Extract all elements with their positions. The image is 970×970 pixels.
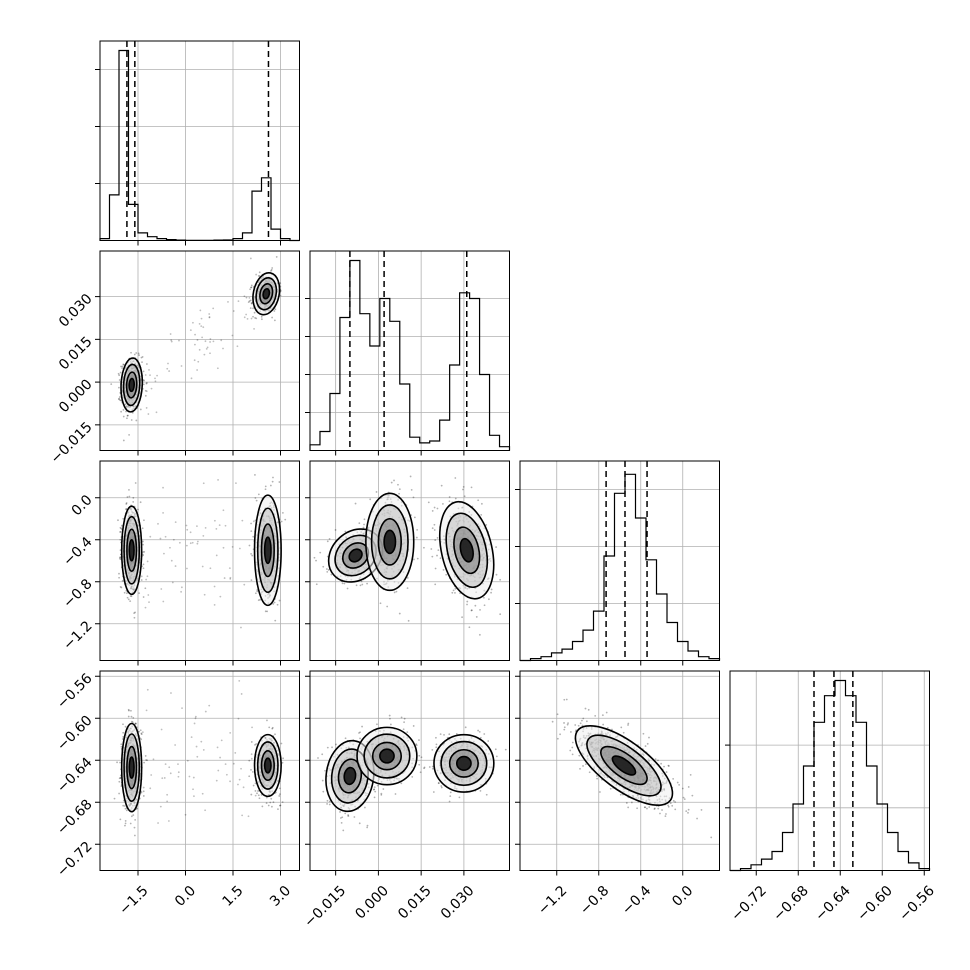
x-tick-label: −0.015 [301, 883, 349, 931]
y-tick-label: 0.0 [69, 492, 96, 519]
x-tick-label: 3.0 [267, 883, 294, 910]
joint-panel-frame [309, 670, 510, 871]
hist-panel-frame [309, 250, 510, 451]
x-tick-label: −0.4 [619, 883, 654, 918]
contour-level [128, 756, 135, 779]
density-contours [120, 272, 281, 413]
hist-panel-frame [519, 460, 720, 661]
density-contours [574, 725, 674, 806]
joint-panel-frame [519, 670, 720, 871]
contour-level [262, 287, 271, 300]
y-tick-label: 0.015 [56, 334, 96, 374]
x-tick-label: 0.000 [352, 883, 392, 923]
y-tick-label: −0.8 [60, 576, 95, 611]
y-tick-label: −0.68 [54, 797, 96, 839]
contour-level [348, 548, 363, 563]
hist-grid [520, 461, 720, 661]
joint-panel-frame [99, 250, 300, 451]
contour-level [128, 377, 136, 393]
histogram-step-line [309, 259, 511, 451]
x-tick-label: 1.5 [220, 883, 247, 910]
x-tick-label: −0.64 [812, 883, 854, 925]
x-tick-label: −1.5 [116, 883, 151, 918]
density-contours [327, 492, 495, 600]
histogram-step-line [99, 49, 300, 242]
density-contours [325, 726, 495, 813]
y-tick-label: −0.60 [54, 713, 96, 755]
contour-level [343, 766, 357, 786]
x-tick-label: −0.8 [577, 883, 612, 918]
contour-level [263, 757, 272, 774]
contour-level [128, 538, 135, 562]
contour-level [611, 755, 637, 776]
y-tick-label: −0.015 [48, 419, 96, 467]
x-tick-label: −0.72 [728, 883, 770, 925]
hist-grid [100, 41, 300, 241]
y-tick-label: −0.72 [54, 839, 96, 881]
y-tick-label: 0.000 [56, 376, 96, 416]
hist-panel-frame [99, 40, 300, 241]
histogram-step-line [520, 473, 721, 662]
density-contours [120, 494, 282, 607]
y-tick-label: −0.4 [60, 534, 95, 569]
x-tick-label: 0.0 [669, 883, 696, 910]
x-tick-label: −0.56 [896, 883, 938, 925]
contour-level [379, 748, 395, 764]
x-tick-label: 0.030 [438, 883, 478, 923]
hist-grid [730, 671, 930, 871]
x-tick-label: −0.60 [854, 883, 896, 925]
x-tick-label: −1.2 [535, 883, 570, 918]
y-tick-label: −0.64 [54, 755, 96, 797]
contour-level [459, 537, 474, 563]
contour-level [383, 529, 397, 555]
contour-level [455, 755, 472, 772]
y-tick-label: 0.030 [56, 291, 96, 331]
joint-panel-frame [309, 460, 510, 661]
contour-level [263, 536, 272, 565]
joint-panel-frame [99, 670, 300, 871]
x-tick-label: 0.0 [172, 883, 199, 910]
hist-panel-frame [729, 670, 930, 871]
density-contours [120, 722, 282, 813]
joint-panel-frame [99, 460, 300, 661]
x-tick-label: 0.015 [395, 883, 435, 923]
y-tick-label: −0.56 [54, 671, 96, 713]
y-tick-label: −1.2 [60, 618, 95, 653]
x-tick-label: −0.68 [770, 883, 812, 925]
joint-grid [100, 461, 300, 661]
histogram-step-line [730, 679, 931, 872]
